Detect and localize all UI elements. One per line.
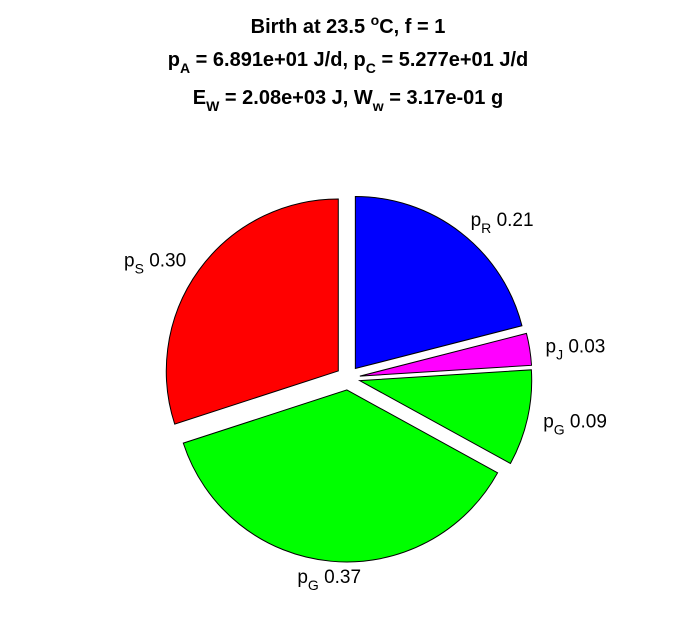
pie-label-pG-0.37: pG 0.37	[297, 567, 361, 593]
pie-slice-pG-0.37	[182, 389, 499, 563]
pie-slice-pR-0.21	[354, 196, 523, 370]
pie-labels: pR 0.21 pJ 0.03 pG 0.09 pG 0.37 pS 0.30	[124, 210, 607, 593]
pie-label-pR-0.21: pR 0.21	[471, 210, 534, 236]
chart-title-line-2: pA = 6.891e+01 J/d, pC = 5.277e+01 J/d	[168, 49, 529, 76]
pie-slice-pG-0.09	[357, 369, 533, 465]
pie-label-pJ-0.03: pJ 0.03	[546, 337, 606, 363]
pie-label-pG-0.09: pG 0.09	[543, 412, 607, 438]
pie-slice-pJ-0.03	[359, 332, 533, 377]
chart-title-line-1: Birth at 23.5 oC, f = 1	[251, 12, 446, 38]
pie-label-pS-0.30: pS 0.30	[124, 250, 186, 276]
pie-slice-pS-0.30	[165, 198, 339, 425]
pie-slices	[165, 196, 533, 563]
chart-title-line-3: EW = 2.08e+03 J, Ww = 3.17e-01 g	[193, 87, 503, 114]
